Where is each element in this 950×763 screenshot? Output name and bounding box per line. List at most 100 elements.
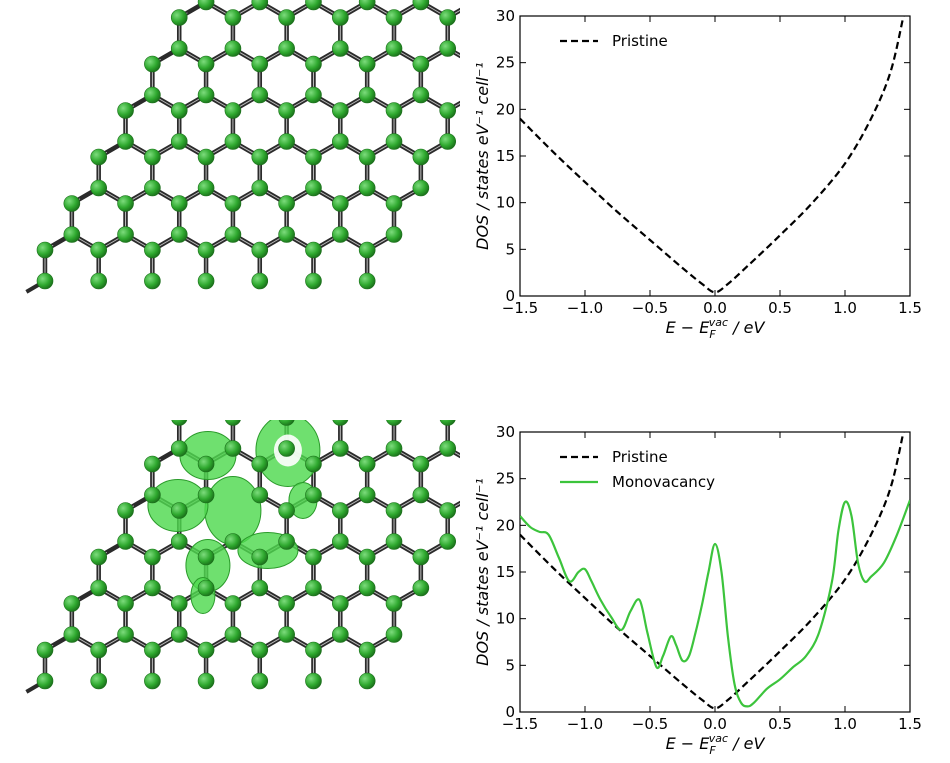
carbon-atom — [197, 55, 215, 73]
carbon-atom — [305, 579, 322, 597]
carbon-atom — [170, 440, 188, 457]
carbon-atom — [358, 148, 376, 166]
carbon-atom — [224, 40, 242, 57]
carbon-atom — [117, 133, 134, 150]
carbon-atom — [332, 626, 349, 643]
carbon-atom — [332, 533, 349, 550]
carbon-atom — [358, 486, 376, 504]
carbon-atom — [305, 455, 322, 473]
series-line-monovacancy — [520, 499, 910, 708]
y-tick-label: 25 — [496, 470, 515, 488]
carbon-atom — [144, 641, 161, 659]
carbon-atom — [278, 102, 295, 119]
carbon-atom — [251, 579, 269, 597]
carbon-atom — [63, 595, 81, 612]
carbon-atom — [170, 226, 188, 243]
carbon-atom — [117, 195, 134, 212]
y-tick-label: 10 — [496, 194, 515, 212]
carbon-atom — [197, 179, 215, 197]
y-axis-label: DOS / states eV⁻¹ cell⁻¹ — [473, 62, 492, 250]
carbon-atom — [332, 9, 349, 26]
carbon-atom — [197, 579, 215, 597]
lattice-atoms — [36, 0, 457, 290]
monovacancy-graphene-structure — [25, 420, 460, 694]
lattice-atoms — [36, 420, 457, 690]
carbon-atom — [412, 55, 430, 73]
carbon-atom — [224, 595, 242, 612]
carbon-atom — [90, 579, 107, 597]
carbon-atom — [278, 626, 295, 643]
x-tick-label: 0.5 — [768, 299, 792, 317]
carbon-atom — [305, 86, 322, 104]
carbon-atom — [251, 86, 269, 104]
carbon-atom — [90, 272, 107, 290]
carbon-atom — [385, 40, 403, 57]
carbon-atom — [332, 595, 349, 612]
carbon-atom — [412, 86, 430, 104]
carbon-atom — [305, 272, 322, 290]
carbon-atom — [251, 0, 269, 11]
carbon-atom — [251, 272, 269, 290]
carbon-atom — [358, 672, 376, 690]
carbon-atom — [225, 420, 241, 426]
carbon-atom — [439, 502, 457, 519]
carbon-atom — [224, 440, 242, 457]
carbon-atom — [197, 86, 215, 104]
carbon-atom — [412, 148, 430, 166]
carbon-atom — [170, 40, 188, 57]
carbon-atom — [358, 641, 376, 659]
carbon-atom — [278, 195, 295, 212]
carbon-atom — [305, 486, 322, 504]
carbon-atom — [278, 533, 295, 550]
carbon-atom — [385, 195, 403, 212]
carbon-atom — [117, 102, 134, 119]
carbon-atom — [358, 548, 376, 566]
carbon-atom — [251, 55, 269, 73]
carbon-atom — [117, 502, 134, 519]
carbon-atom — [278, 502, 295, 519]
x-tick-label: 1.5 — [898, 299, 922, 317]
carbon-atom — [170, 502, 188, 519]
carbon-atom — [144, 548, 161, 566]
series-line-pristine — [520, 432, 905, 710]
y-tick-label: 15 — [496, 563, 515, 581]
carbon-atom — [278, 40, 295, 57]
x-tick-label: −1.5 — [502, 715, 538, 733]
carbon-atom — [305, 148, 322, 166]
carbon-atom — [251, 672, 269, 690]
y-tick-label: 25 — [496, 54, 515, 72]
carbon-atom — [358, 0, 376, 11]
carbon-atom — [385, 9, 403, 26]
carbon-atom — [90, 548, 107, 566]
carbon-atom — [144, 672, 161, 690]
carbon-atom — [144, 55, 161, 73]
carbon-atom — [251, 486, 269, 504]
x-tick-label: −0.5 — [632, 715, 668, 733]
carbon-atom — [224, 195, 242, 212]
carbon-atom — [170, 626, 188, 643]
y-tick-label: 15 — [496, 147, 515, 165]
carbon-atom — [358, 55, 376, 73]
carbon-atom — [385, 595, 403, 612]
carbon-atom — [385, 533, 403, 550]
x-tick-label: 0.0 — [703, 715, 727, 733]
carbon-atom — [224, 9, 242, 26]
legend-label: Monovacancy — [612, 473, 715, 491]
y-tick-label: 30 — [496, 423, 515, 441]
carbon-atom — [439, 440, 457, 457]
carbon-atom — [278, 133, 295, 150]
x-tick-label: 1.0 — [833, 299, 857, 317]
carbon-atom — [412, 486, 430, 504]
carbon-atom — [224, 102, 242, 119]
carbon-atom — [358, 272, 376, 290]
x-tick-label: −1.5 — [502, 299, 538, 317]
carbon-atom — [144, 148, 161, 166]
carbon-atom — [439, 9, 457, 26]
carbon-atom — [170, 102, 188, 119]
carbon-atom — [63, 195, 81, 212]
carbon-atom — [305, 548, 322, 566]
carbon-atom — [332, 420, 349, 426]
carbon-atom — [90, 179, 107, 197]
series-line-pristine — [520, 16, 905, 294]
carbon-atom — [63, 626, 81, 643]
